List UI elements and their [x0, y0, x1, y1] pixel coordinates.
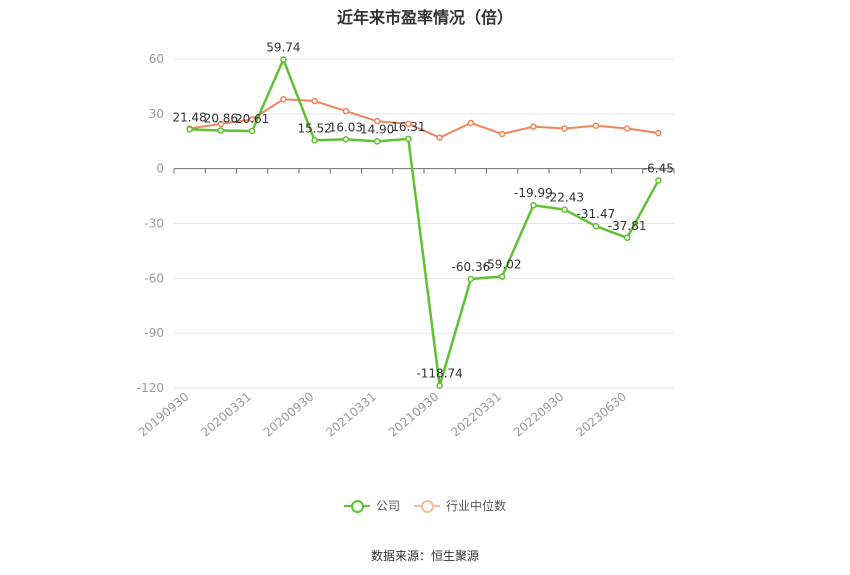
- x-tick-label: 20220331: [448, 390, 504, 440]
- y-tick-label: -120: [137, 381, 164, 395]
- data-point-industry-median: [467, 119, 475, 127]
- data-label-company: -22.43: [545, 191, 584, 205]
- y-tick-label: -30: [144, 217, 164, 231]
- data-point-industry-median: [405, 120, 412, 128]
- y-tick-label: 60: [149, 52, 164, 66]
- data-label-company: 20.61: [235, 112, 269, 126]
- y-tick-label: -60: [144, 271, 164, 285]
- data-label-company: 16.03: [329, 120, 363, 134]
- data-point-company: [655, 177, 662, 184]
- data-point-industry-median: [592, 122, 600, 129]
- data-point-industry-median: [280, 95, 287, 103]
- series-line-industry-median: [189, 98, 659, 139]
- data-label-company: -118.74: [416, 367, 462, 381]
- data-point-company: [280, 56, 287, 63]
- data-point-company: [405, 135, 412, 143]
- legend-label-industry-median: 行业中位数: [446, 499, 507, 513]
- data-point-industry-median: [623, 125, 631, 132]
- data-label-company: 59.74: [266, 40, 300, 54]
- x-tick-label: 20200930: [261, 390, 317, 440]
- x-tick-label: 20210930: [386, 390, 442, 440]
- data-point-company: [623, 234, 631, 242]
- data-point-company: [217, 127, 225, 134]
- data-label-company: 14.90: [360, 122, 394, 136]
- x-tick-label: 20210331: [323, 390, 379, 440]
- data-point-industry-median: [342, 107, 350, 115]
- data-label-company: 20.86: [204, 112, 238, 126]
- data-source: 数据来源：恒生聚源: [370, 549, 479, 563]
- y-tick-label: 0: [156, 162, 164, 176]
- data-point-company: [467, 275, 475, 283]
- legend: 公司 行业中位数: [0, 497, 850, 514]
- data-point-company: [561, 206, 568, 213]
- data-point-company: [248, 127, 256, 135]
- legend-item-company[interactable]: 公司: [343, 497, 400, 514]
- data-label-company: -6.45: [643, 161, 674, 175]
- data-point-industry-median: [248, 116, 256, 123]
- data-label-company: 15.52: [297, 121, 331, 135]
- data-point-industry-median: [311, 97, 318, 105]
- y-tick-label: -90: [144, 326, 164, 340]
- data-label-company: -59.02: [483, 258, 522, 272]
- x-tick-label: 20220930: [511, 390, 567, 440]
- chart-title: 近年来市盈率情况（倍）: [336, 8, 513, 27]
- data-point-company: [436, 382, 443, 389]
- data-point-industry-median: [373, 117, 381, 125]
- data-label-company: -31.47: [577, 207, 616, 221]
- data-point-company: [311, 137, 318, 144]
- data-point-company: [186, 126, 193, 133]
- data-label-company: 16.31: [391, 120, 425, 134]
- data-label-company: -60.36: [452, 260, 491, 274]
- legend-label-company: 公司: [375, 499, 400, 513]
- data-point-industry-median: [436, 134, 443, 141]
- data-point-company: [498, 273, 506, 280]
- data-point-industry-median: [498, 130, 506, 138]
- data-point-industry-median: [530, 123, 537, 130]
- data-point-industry-median: [561, 125, 568, 132]
- x-tick-label: 20190930: [136, 390, 192, 440]
- x-tick-label: 20230630: [573, 390, 629, 440]
- legend-swatch-company: [343, 499, 370, 513]
- x-tick-label: 20200331: [198, 390, 254, 440]
- data-point-industry-median: [655, 129, 662, 137]
- data-point-company: [530, 201, 537, 209]
- legend-swatch-industry-median: [414, 499, 440, 513]
- data-label-company: 21.48: [172, 110, 206, 124]
- data-label-company: -37.81: [608, 219, 647, 233]
- data-label-company: -19.99: [514, 186, 553, 200]
- data-point-industry-median: [217, 120, 225, 128]
- legend-item-industry-median[interactable]: 行业中位数: [414, 497, 506, 514]
- series-line-company: [189, 58, 660, 387]
- data-point-company: [342, 136, 350, 143]
- data-point-company: [373, 138, 381, 145]
- data-point-company: [592, 222, 600, 230]
- y-tick-label: 30: [149, 107, 164, 121]
